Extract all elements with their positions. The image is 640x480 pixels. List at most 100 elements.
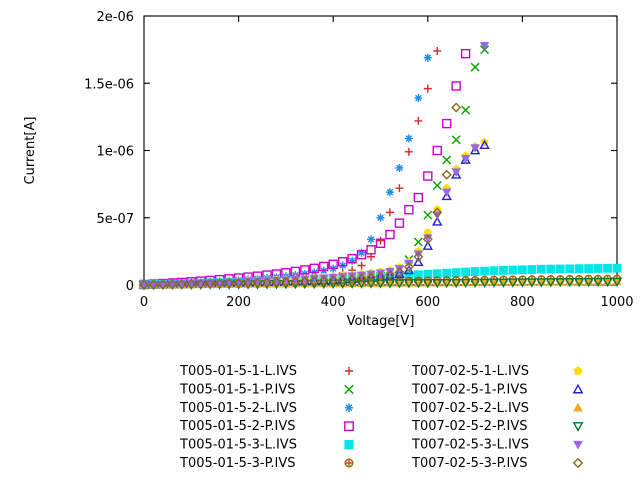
- marker-diamond-open: [205, 278, 216, 289]
- marker-diamond-open: [167, 279, 178, 290]
- marker-triangle-down-open: [450, 278, 462, 289]
- marker-cross: [470, 62, 480, 72]
- legend-entry[interactable]: T005-01-5-2-L.IVS: [179, 401, 354, 416]
- marker-diamond-open: [432, 207, 443, 218]
- marker-triangle-filled: [573, 402, 583, 412]
- legend-entry[interactable]: T007-02-5-1-P.IVS: [411, 382, 584, 397]
- marker-square-open: [300, 265, 310, 275]
- marker-star: [348, 256, 357, 265]
- series-points: [140, 53, 432, 289]
- marker-square-filled: [584, 264, 594, 273]
- axes-layer: [143, 15, 618, 286]
- y-tick-label: 1e-06: [96, 145, 134, 160]
- marker-square-open: [347, 253, 357, 264]
- marker-diamond-open: [356, 273, 367, 284]
- legend-entry[interactable]: T007-02-5-2-P.IVS: [411, 419, 584, 434]
- marker-triangle-down-open: [583, 277, 594, 288]
- marker-square-filled: [593, 264, 603, 273]
- marker-plus: [385, 208, 394, 217]
- marker-square-filled: [603, 263, 612, 273]
- legend-entry[interactable]: T005-01-5-2-P.IVS: [179, 419, 354, 434]
- legend: T005-01-5-1-L.IVS T005-01-5-1-P.IVS T005-0…: [179, 364, 584, 471]
- marker-diamond-open: [214, 278, 225, 289]
- x-tick-label: 1000: [600, 295, 633, 310]
- legend-label: T005-01-5-3-L.IVS: [179, 438, 297, 453]
- marker-diamond-open: [451, 102, 462, 113]
- marker-triangle-down-open: [555, 278, 566, 288]
- marker-cross: [461, 105, 471, 115]
- marker-triangle-down-open: [573, 277, 585, 288]
- marker-square-filled: [574, 264, 584, 274]
- marker-diamond-open: [309, 275, 320, 286]
- marker-triangle-down-open: [460, 278, 471, 289]
- marker-diamond-open: [394, 267, 405, 278]
- marker-square-open: [356, 250, 367, 260]
- marker-square-open: [337, 257, 348, 267]
- marker-plus: [395, 184, 404, 193]
- legend-label: T007-02-5-3-P.IVS: [411, 456, 528, 471]
- legend-label: T007-02-5-2-P.IVS: [411, 419, 528, 434]
- marker-cross: [451, 135, 461, 145]
- legend-entry[interactable]: T005-01-5-3-L.IVS: [179, 438, 354, 453]
- series-points: [139, 45, 490, 290]
- legend-label: T007-02-5-2-L.IVS: [411, 401, 529, 416]
- legend-label: T005-01-5-1-P.IVS: [179, 382, 296, 397]
- marker-triangle-down-filled: [451, 168, 461, 177]
- marker-square-open: [451, 81, 461, 91]
- marker-triangle-down-open: [479, 278, 490, 288]
- marker-cross: [432, 180, 442, 190]
- marker-triangle-open: [441, 190, 452, 201]
- marker-square-open: [344, 421, 354, 432]
- legend-entry[interactable]: T005-01-5-1-L.IVS: [179, 364, 354, 379]
- marker-diamond-open: [243, 277, 254, 288]
- legend-entry[interactable]: T005-01-5-3-P.IVS: [179, 456, 354, 471]
- marker-triangle-down-open: [564, 278, 575, 288]
- marker-diamond-open: [328, 275, 339, 286]
- marker-plus: [344, 366, 354, 376]
- marker-star: [376, 213, 385, 222]
- y-axis-label: Current[A]: [23, 117, 38, 185]
- marker-diamond-open: [139, 279, 149, 290]
- marker-square-open: [432, 145, 442, 156]
- data-points-layer: [138, 41, 623, 291]
- marker-diamond-open: [280, 276, 291, 287]
- legend-label: T007-02-5-3-L.IVS: [411, 438, 529, 453]
- marker-square-filled: [470, 267, 480, 276]
- marker-diamond-open: [224, 278, 235, 289]
- marker-triangle-down-filled: [470, 144, 480, 153]
- marker-square-filled: [461, 267, 471, 277]
- x-tick-label: 800: [510, 295, 535, 310]
- marker-diamond-open: [148, 279, 159, 290]
- marker-star: [367, 235, 376, 244]
- marker-triangle-open: [479, 139, 490, 150]
- marker-diamond-open: [299, 276, 310, 287]
- legend-entry[interactable]: T007-02-5-3-L.IVS: [411, 438, 583, 453]
- legend-entry[interactable]: T007-02-5-3-P.IVS: [411, 456, 584, 471]
- marker-diamond-open: [413, 251, 424, 262]
- legend-entry[interactable]: T007-02-5-1-L.IVS: [411, 364, 583, 379]
- legend-entry[interactable]: T005-01-5-1-P.IVS: [179, 382, 354, 397]
- marker-diamond-open: [375, 271, 386, 282]
- marker-circle-open: [344, 458, 354, 468]
- marker-cross: [423, 210, 433, 220]
- marker-triangle-down-filled: [479, 41, 490, 51]
- marker-diamond-open: [403, 261, 414, 272]
- marker-diamond-open: [290, 276, 301, 287]
- marker-square-open: [442, 118, 452, 129]
- marker-triangle-down-open: [572, 422, 584, 432]
- marker-plus: [423, 84, 432, 93]
- plot-frame: [143, 15, 618, 286]
- series-points: [139, 102, 462, 290]
- marker-square-filled: [344, 439, 354, 450]
- marker-diamond-open: [157, 279, 168, 290]
- marker-triangle-down-open: [592, 277, 604, 288]
- marker-triangle-down-open: [602, 277, 613, 288]
- marker-star: [404, 134, 413, 143]
- legend-label: T005-01-5-2-P.IVS: [179, 419, 296, 434]
- marker-square-filled: [499, 265, 508, 275]
- marker-triangle-down-open: [526, 278, 538, 288]
- legend-entry[interactable]: T007-02-5-2-L.IVS: [411, 401, 583, 416]
- marker-triangle-open: [413, 256, 424, 267]
- marker-triangle-down-filled: [573, 440, 583, 450]
